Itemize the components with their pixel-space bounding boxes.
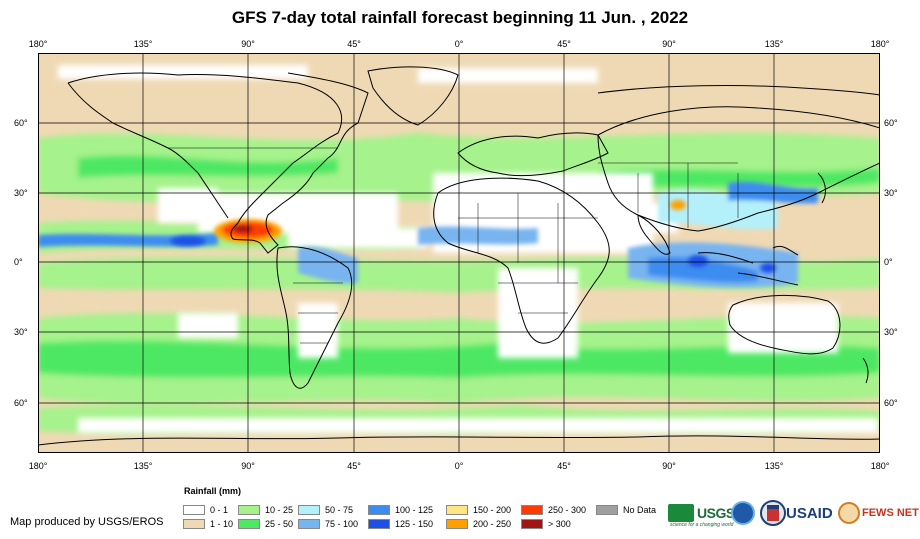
- legend-swatch: [521, 504, 543, 515]
- legend-swatch: [596, 504, 618, 515]
- legend-item: 50 - 75: [298, 504, 353, 515]
- legend-item: > 300: [521, 518, 571, 529]
- lat-label: 30°: [884, 327, 898, 337]
- legend-swatch: [298, 518, 320, 529]
- legend-label: 100 - 125: [395, 504, 434, 515]
- legend-label: 0 - 1: [210, 504, 229, 515]
- usgs-logo: USGS science for a changing world: [668, 504, 735, 528]
- lon-label: 90°: [241, 39, 255, 49]
- legend-item: 200 - 250: [446, 518, 511, 529]
- legend-label: 150 - 200: [473, 504, 512, 515]
- legend-swatch: [368, 518, 390, 529]
- legend-item: 100 - 125: [368, 504, 433, 515]
- credit-text: Map produced by USGS/EROS: [10, 516, 164, 528]
- noaa-logo: [731, 498, 755, 528]
- lat-label: 60°: [14, 398, 28, 408]
- lat-label: 60°: [884, 398, 898, 408]
- legend-label: 125 - 150: [395, 518, 434, 529]
- lon-label: 45°: [347, 461, 361, 471]
- legend-label: 10 - 25: [265, 504, 294, 515]
- legend-label: 25 - 50: [265, 518, 294, 529]
- legend-label: 50 - 75: [325, 504, 354, 515]
- legend-swatch: [368, 504, 390, 515]
- legend-item: 10 - 25: [238, 504, 293, 515]
- legend-swatch: [298, 504, 320, 515]
- legend-label: 75 - 100: [325, 518, 359, 529]
- legend-item: 125 - 150: [368, 518, 433, 529]
- legend-label: 250 - 300: [548, 504, 587, 515]
- legend-swatch: [238, 504, 260, 515]
- legend-swatch: [183, 518, 205, 529]
- map-frame: [38, 53, 880, 453]
- lon-label: 90°: [662, 39, 676, 49]
- rainfall-map: [38, 53, 880, 453]
- legend-swatch: [238, 518, 260, 529]
- legend-item: 0 - 1: [183, 504, 228, 515]
- legend-label: No Data: [623, 504, 657, 515]
- lat-label: 30°: [14, 188, 28, 198]
- legend-item: 150 - 200: [446, 504, 511, 515]
- lon-label: 180°: [870, 39, 890, 49]
- lon-label: 180°: [870, 461, 890, 471]
- lon-label: 45°: [557, 39, 571, 49]
- lon-label: 135°: [764, 39, 784, 49]
- legend-swatch: [183, 504, 205, 515]
- lat-label: 60°: [14, 118, 28, 128]
- lon-label: 90°: [241, 461, 255, 471]
- legend-label: 200 - 250: [473, 518, 512, 529]
- legend-swatch: [446, 504, 468, 515]
- legend-item: 75 - 100: [298, 518, 358, 529]
- usaid-seal-icon: [760, 500, 786, 526]
- fews-globe-icon: [838, 502, 860, 524]
- lon-label: 45°: [557, 461, 571, 471]
- legend-title: Rainfall (mm): [184, 486, 242, 496]
- lon-label: 135°: [764, 461, 784, 471]
- lon-label: 180°: [28, 461, 48, 471]
- graticule: [38, 53, 880, 453]
- lon-label: 135°: [133, 39, 153, 49]
- legend-item: 250 - 300: [521, 504, 586, 515]
- lon-label: 90°: [662, 461, 676, 471]
- usgs-tagline: science for a changing world: [670, 522, 734, 528]
- lat-label: 0°: [884, 257, 893, 267]
- usgs-wave-icon: [668, 504, 694, 522]
- legend-swatch: [521, 518, 543, 529]
- legend-item: 25 - 50: [238, 518, 293, 529]
- legend-label: 1 - 10: [210, 518, 234, 529]
- usaid-logo: USAID: [760, 498, 833, 528]
- lon-label: 180°: [28, 39, 48, 49]
- legend-label: > 300: [548, 518, 571, 529]
- lat-label: 0°: [14, 257, 23, 267]
- lat-label: 60°: [884, 118, 898, 128]
- legend-swatch: [446, 518, 468, 529]
- lon-label: 0°: [454, 461, 464, 471]
- lon-label: 45°: [347, 39, 361, 49]
- lat-label: 30°: [884, 188, 898, 198]
- fews-net-logo: FEWS NET: [838, 498, 919, 528]
- noaa-icon: [731, 501, 755, 525]
- lon-label: 135°: [133, 461, 153, 471]
- legend-item: No Data: [596, 504, 656, 515]
- lon-label: 0°: [454, 39, 464, 49]
- map-title: GFS 7-day total rainfall forecast beginn…: [231, 8, 689, 27]
- legend-item: 1 - 10: [183, 518, 233, 529]
- lat-label: 30°: [14, 327, 28, 337]
- coastlines: [38, 66, 880, 446]
